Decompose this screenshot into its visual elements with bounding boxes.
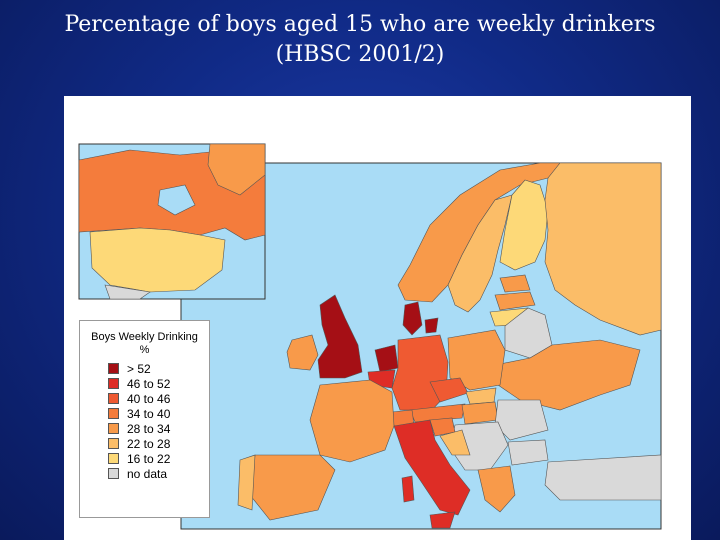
sweden: [447, 194, 513, 313]
poland: [447, 329, 506, 391]
legend-label: no data: [127, 466, 168, 481]
croatia: [439, 429, 471, 456]
legend-swatch: [108, 453, 119, 464]
legend-title-line-1: Boys Weekly Drinking: [91, 331, 198, 343]
bulgaria: [507, 439, 549, 466]
russia: [544, 162, 662, 336]
hungary: [461, 401, 499, 425]
legend-item: > 52: [108, 361, 209, 376]
legend-label: 34 to 40: [127, 406, 171, 421]
legend-label: 40 to 46: [127, 391, 171, 406]
mexico: [104, 284, 151, 300]
legend-title: Boys Weekly Drinking %: [80, 331, 209, 357]
legend-item: 16 to 22: [108, 451, 209, 466]
legend-title-line-2: %: [139, 344, 150, 356]
turkey: [544, 454, 662, 501]
estonia: [499, 274, 531, 293]
usa: [89, 227, 226, 293]
legend-swatch: [108, 378, 119, 389]
ireland: [286, 334, 319, 371]
legend-items: > 52 46 to 52 40 to 46 34 to 40 28 to 34 22 t…: [80, 361, 209, 481]
greenland: [207, 143, 266, 196]
map-legend: Boys Weekly Drinking % > 52 46 to 52 40 to…: [79, 320, 210, 518]
italy: [393, 419, 471, 516]
legend-swatch: [108, 438, 119, 449]
portugal: [237, 454, 256, 511]
finland: [499, 179, 549, 271]
legend-item: 22 to 28: [108, 436, 209, 451]
france: [309, 379, 395, 463]
legend-item: 34 to 40: [108, 406, 209, 421]
legend-swatch: [108, 363, 119, 374]
united-kingdom: [317, 294, 363, 379]
greece: [477, 465, 516, 513]
legend-swatch: [108, 408, 119, 419]
sicily: [429, 511, 456, 529]
sardinia: [401, 475, 415, 503]
legend-item: no data: [108, 466, 209, 481]
legend-label: 16 to 22: [127, 451, 171, 466]
title-line-2: (HBSC 2001/2): [275, 42, 445, 67]
legend-item: 46 to 52: [108, 376, 209, 391]
latvia: [494, 291, 536, 311]
legend-swatch: [108, 468, 119, 479]
hudson-bay: [157, 184, 196, 216]
legend-item: 28 to 34: [108, 421, 209, 436]
slide-title: Percentage of boys aged 15 who are weekl…: [0, 10, 720, 70]
denmark-islands: [424, 317, 439, 334]
legend-item: 40 to 46: [108, 391, 209, 406]
legend-label: 28 to 34: [127, 421, 171, 436]
legend-label: 22 to 28: [127, 436, 171, 451]
legend-label: > 52: [127, 361, 151, 376]
denmark: [402, 301, 423, 336]
legend-label: 46 to 52: [127, 376, 171, 391]
ukraine: [494, 339, 641, 411]
romania: [494, 399, 549, 441]
title-line-1: Percentage of boys aged 15 who are weekl…: [64, 12, 656, 37]
legend-swatch: [108, 423, 119, 434]
legend-swatch: [108, 393, 119, 404]
